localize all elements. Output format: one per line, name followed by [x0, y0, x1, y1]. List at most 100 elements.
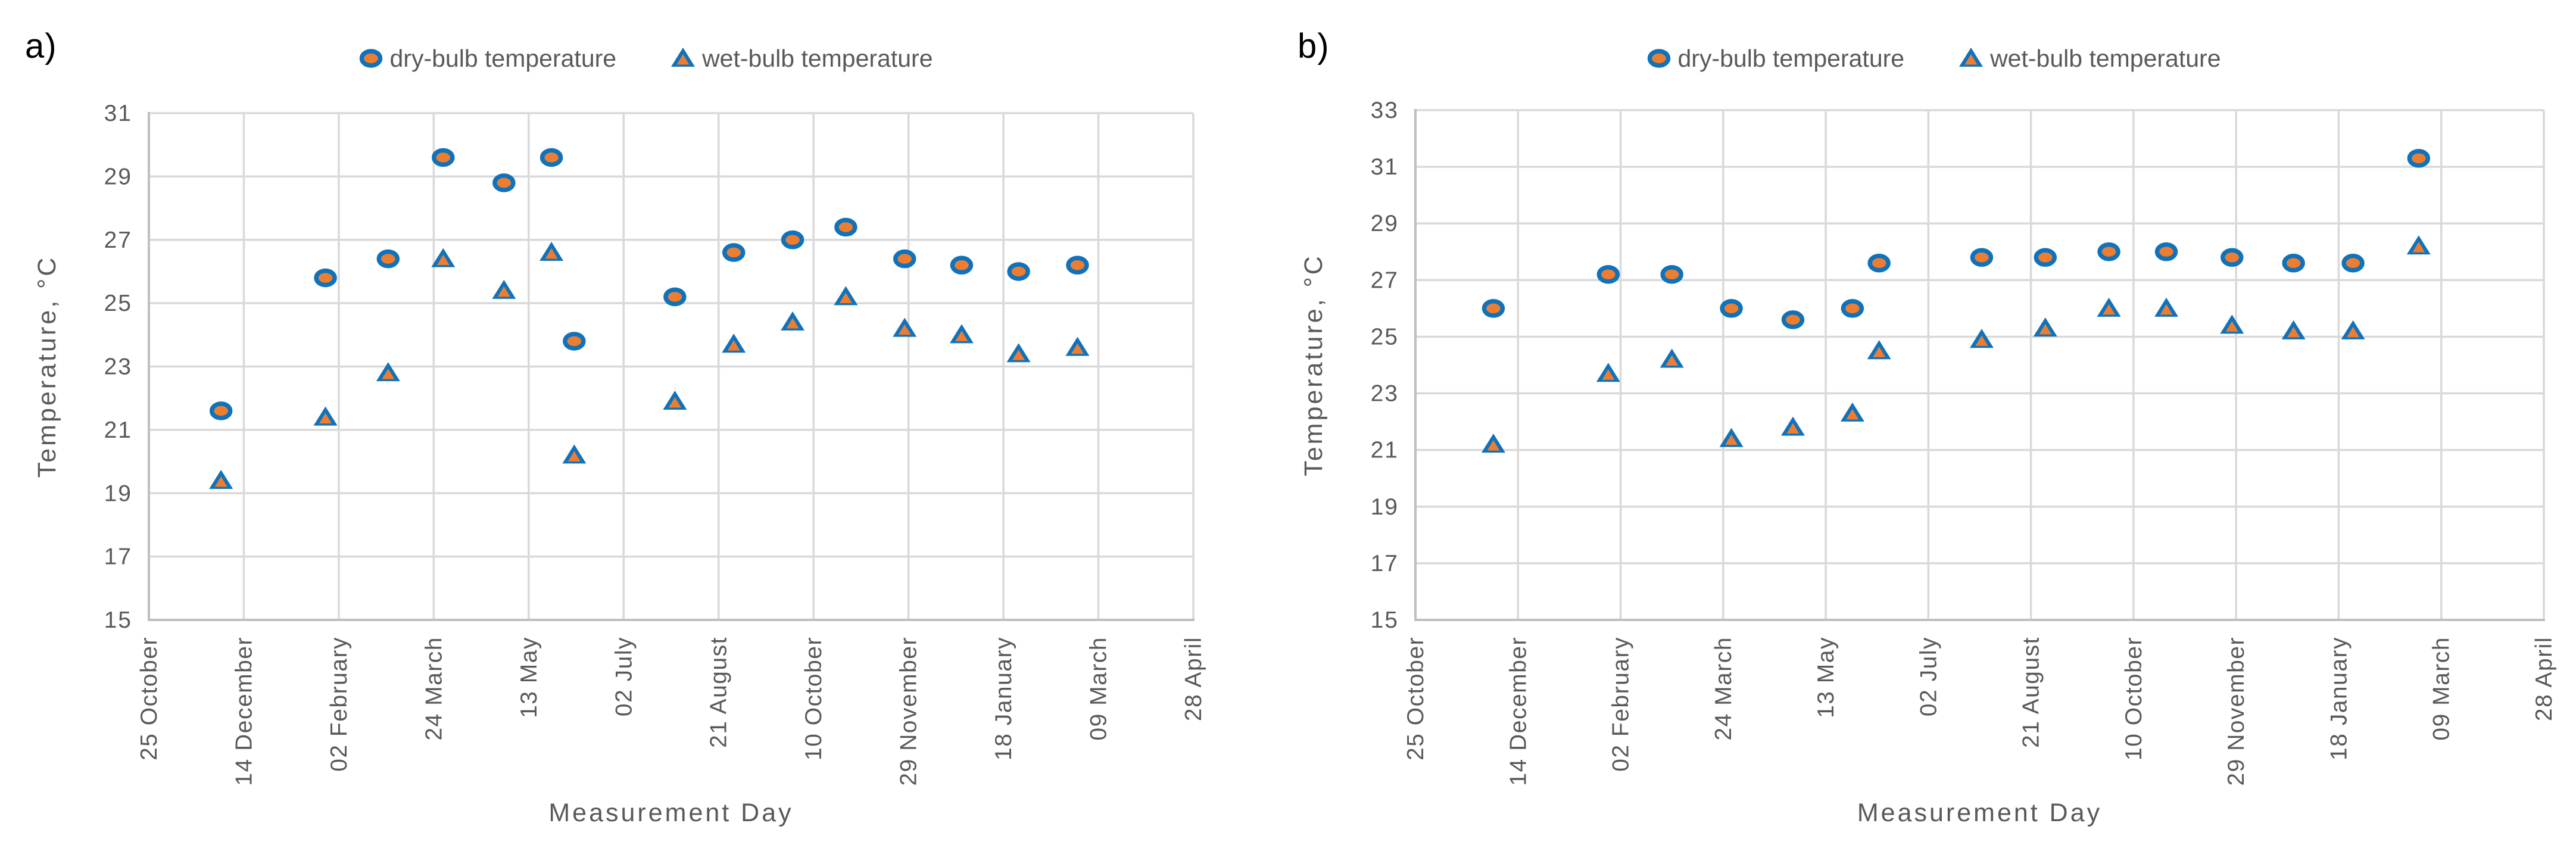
data-point-dry-bulb	[1841, 299, 1864, 318]
data-point-dry-bulb	[2154, 242, 2178, 261]
x-tick-label: 25 October	[136, 637, 162, 760]
x-tick-label: 24 March	[421, 637, 447, 741]
data-point-dry-bulb	[722, 243, 746, 262]
x-tick-label: 10 October	[2121, 637, 2147, 760]
triangle-marker-icon	[1959, 48, 1984, 67]
legend-label: dry-bulb temperature	[1677, 44, 1905, 72]
y-tick-label: 21	[1371, 438, 1399, 463]
data-point-wet-bulb	[1780, 416, 1805, 436]
legend-item-dry-bulb: dry-bulb temperature	[355, 44, 617, 73]
chart-panel: a) dry-bulb temperature wet-bulb temperat…	[0, 27, 1288, 827]
data-point-dry-bulb	[1596, 265, 1620, 284]
data-point-dry-bulb	[1660, 265, 1683, 284]
data-point-wet-bulb	[663, 391, 687, 410]
data-point-dry-bulb	[1867, 254, 1891, 273]
data-point-wet-bulb	[893, 317, 917, 337]
data-point-dry-bulb	[2034, 248, 2057, 267]
data-point-dry-bulb	[1781, 310, 1805, 329]
legend: dry-bulb temperature wet-bulb temperature	[0, 35, 1288, 82]
x-axis-title: Measurement Day	[1857, 799, 2102, 827]
data-point-wet-bulb	[1481, 434, 1505, 453]
x-tick-label: 13 May	[1813, 637, 1839, 718]
y-tick-label: 27	[1371, 267, 1399, 293]
x-tick-label: 25 October	[1403, 637, 1429, 760]
data-point-dry-bulb	[492, 173, 516, 192]
y-tick-label: 17	[104, 544, 132, 570]
data-point-dry-bulb	[781, 230, 804, 250]
x-tick-label: 28 April	[2531, 637, 2557, 721]
x-tick-label: 02 February	[326, 637, 352, 772]
x-tick-label: 29 November	[2223, 637, 2249, 786]
scatter-plot: 15 17 19 21 23 25 27 29 31 25 October 14 December 0…	[33, 101, 1206, 827]
data-point-wet-bulb	[1660, 348, 1684, 368]
data-point-dry-bulb	[2282, 254, 2305, 273]
data-point-wet-bulb	[376, 362, 400, 382]
y-tick-label: 15	[104, 607, 132, 633]
legend-item-wet-bulb: wet-bulb temperature	[668, 45, 933, 73]
data-point-wet-bulb	[2341, 320, 2365, 339]
x-tick-label: 10 October	[801, 637, 827, 760]
data-point-dry-bulb	[2407, 149, 2431, 168]
legend: dry-bulb temperature wet-bulb temperature	[1288, 35, 2576, 82]
data-point-wet-bulb	[562, 444, 587, 464]
data-point-wet-bulb	[539, 242, 564, 261]
data-point-wet-bulb	[1596, 363, 1620, 382]
circle-marker-icon	[359, 49, 382, 68]
data-point-wet-bulb	[1006, 343, 1031, 363]
x-tick-label: 29 November	[896, 637, 922, 786]
data-point-wet-bulb	[2154, 297, 2179, 317]
data-point-dry-bulb	[1482, 299, 1505, 318]
data-point-wet-bulb	[2220, 314, 2244, 334]
x-tick-label: 09 March	[2429, 637, 2455, 741]
y-tick-label: 17	[1371, 551, 1399, 576]
y-tick-label: 31	[1371, 154, 1399, 180]
data-point-dry-bulb	[950, 255, 974, 275]
y-tick-label: 19	[104, 481, 132, 506]
data-point-dry-bulb	[563, 332, 586, 351]
data-point-dry-bulb	[2341, 254, 2365, 273]
y-tick-label: 23	[104, 354, 132, 380]
y-tick-label: 29	[1371, 211, 1399, 236]
data-point-dry-bulb	[376, 249, 400, 269]
legend-label: dry-bulb temperature	[389, 44, 617, 72]
x-tick-label: 18 January	[991, 637, 1016, 760]
scatter-plot: 15 17 19 21 23 25 27 29 31 33 25 October 14 Decembe…	[1299, 98, 2557, 827]
data-point-wet-bulb	[1867, 340, 1891, 360]
data-point-dry-bulb	[2097, 242, 2120, 261]
y-tick-label: 15	[1371, 607, 1399, 633]
data-point-dry-bulb	[893, 249, 916, 269]
x-tick-label: 09 March	[1086, 637, 1112, 741]
data-point-wet-bulb	[1840, 402, 1864, 422]
data-point-wet-bulb	[1719, 428, 1744, 447]
x-tick-label: 21 August	[706, 637, 732, 748]
y-axis-title: Temperature, °C	[1299, 254, 1328, 476]
y-tick-label: 23	[1371, 381, 1399, 407]
data-point-wet-bulb	[1969, 329, 1994, 348]
data-point-wet-bulb	[949, 324, 974, 344]
data-point-dry-bulb	[2221, 248, 2244, 267]
y-tick-label: 19	[1371, 494, 1399, 520]
triangle-marker-icon	[671, 48, 696, 67]
x-tick-label: 24 March	[1711, 637, 1736, 741]
data-point-wet-bulb	[431, 248, 456, 267]
y-tick-label: 21	[104, 417, 132, 443]
legend-label: wet-bulb temperature	[702, 44, 933, 72]
data-point-dry-bulb	[663, 287, 687, 307]
x-tick-label: 14 December	[231, 637, 257, 786]
data-point-dry-bulb	[539, 148, 563, 167]
y-tick-label: 25	[1371, 324, 1399, 350]
panel-label: b)	[1298, 27, 1330, 66]
legend-item-wet-bulb: wet-bulb temperature	[1956, 45, 2221, 73]
data-point-wet-bulb	[781, 311, 805, 331]
circle-marker-icon	[1647, 49, 1670, 68]
data-point-dry-bulb	[432, 148, 455, 167]
panel-label: a)	[25, 27, 57, 66]
x-tick-label: 21 August	[2019, 637, 2044, 748]
data-point-dry-bulb	[209, 401, 233, 420]
legend-label: wet-bulb temperature	[1990, 44, 2221, 72]
data-point-dry-bulb	[1007, 262, 1030, 281]
y-axis-title: Temperature, °C	[33, 255, 61, 478]
data-point-wet-bulb	[2406, 235, 2431, 255]
x-axis-title: Measurement Day	[548, 799, 793, 827]
y-tick-label: 25	[104, 291, 132, 316]
